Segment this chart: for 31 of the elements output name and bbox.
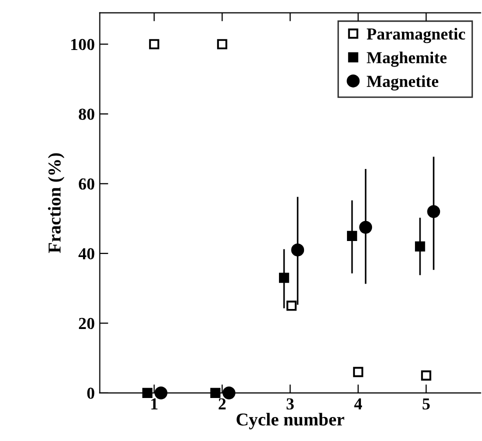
y-tick-label: 40 — [78, 248, 94, 260]
point — [421, 370, 432, 381]
y-tick-label: 0 — [87, 388, 94, 399]
x-tick-label: 5 — [422, 398, 430, 410]
point — [427, 205, 440, 218]
point — [278, 272, 290, 283]
point — [286, 300, 297, 311]
x-tick-label: 3 — [286, 398, 294, 410]
point — [346, 230, 358, 242]
x-tick-label: 2 — [218, 398, 226, 410]
point — [210, 388, 220, 398]
y-tick-label: 20 — [78, 318, 94, 330]
legend-label: Magnetite — [366, 75, 438, 90]
y-tick-label: 60 — [78, 178, 94, 190]
x-tick-label: 4 — [354, 398, 362, 410]
legend-label: Paramagnetic — [366, 28, 466, 44]
point — [222, 386, 236, 400]
point — [149, 39, 160, 50]
point — [291, 243, 304, 256]
point — [217, 39, 228, 50]
point — [414, 241, 426, 252]
y-tick-label: 80 — [78, 108, 94, 120]
y-tick-label: 100 — [71, 38, 94, 50]
legend-label: Maghemite — [366, 52, 447, 67]
x-axis-title: Cycle number — [236, 412, 344, 430]
x-tick-label: 1 — [151, 398, 158, 410]
point — [142, 388, 152, 398]
point — [359, 220, 372, 234]
point — [154, 386, 168, 400]
point — [353, 366, 364, 378]
y-axis-title: Fraction (%) — [48, 153, 64, 253]
